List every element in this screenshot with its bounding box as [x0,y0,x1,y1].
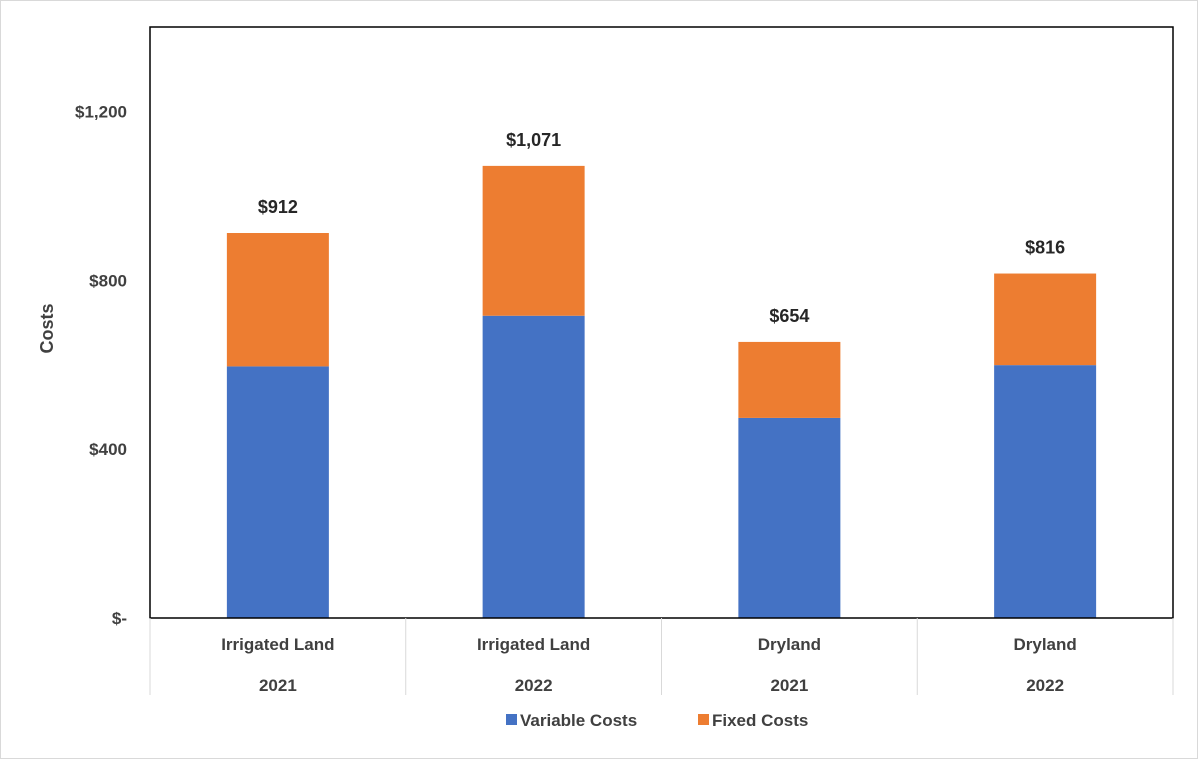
bar-fixed-costs [994,273,1097,366]
total-data-label: $816 [1025,238,1065,258]
y-tick-label: $- [112,609,127,628]
legend-swatch [698,714,709,725]
bar-variable-costs [226,366,329,618]
y-axis-title: Costs [37,303,57,353]
x-category-label: Irrigated Land [221,635,334,654]
total-data-label: $1,071 [506,130,561,150]
total-data-label: $912 [258,197,298,217]
legend-label: Fixed Costs [712,711,808,730]
bar-variable-costs [482,315,585,618]
x-year-label: 2022 [1026,676,1064,695]
bar-fixed-costs [482,165,585,316]
x-year-label: 2021 [259,676,297,695]
legend-label: Variable Costs [520,711,637,730]
total-data-label: $654 [769,306,809,326]
x-category-label: Irrigated Land [477,635,590,654]
x-category-label: Dryland [1013,635,1076,654]
x-category-label: Dryland [758,635,821,654]
bar-variable-costs [994,365,1097,618]
y-tick-label: $400 [89,440,127,459]
bar-variable-costs [738,417,841,618]
y-tick-label: $800 [89,271,127,290]
bar-fixed-costs [738,341,841,418]
legend-swatch [506,714,517,725]
bar-fixed-costs [226,233,329,367]
x-year-label: 2021 [770,676,808,695]
y-tick-label: $1,200 [75,102,127,121]
x-year-label: 2022 [515,676,553,695]
